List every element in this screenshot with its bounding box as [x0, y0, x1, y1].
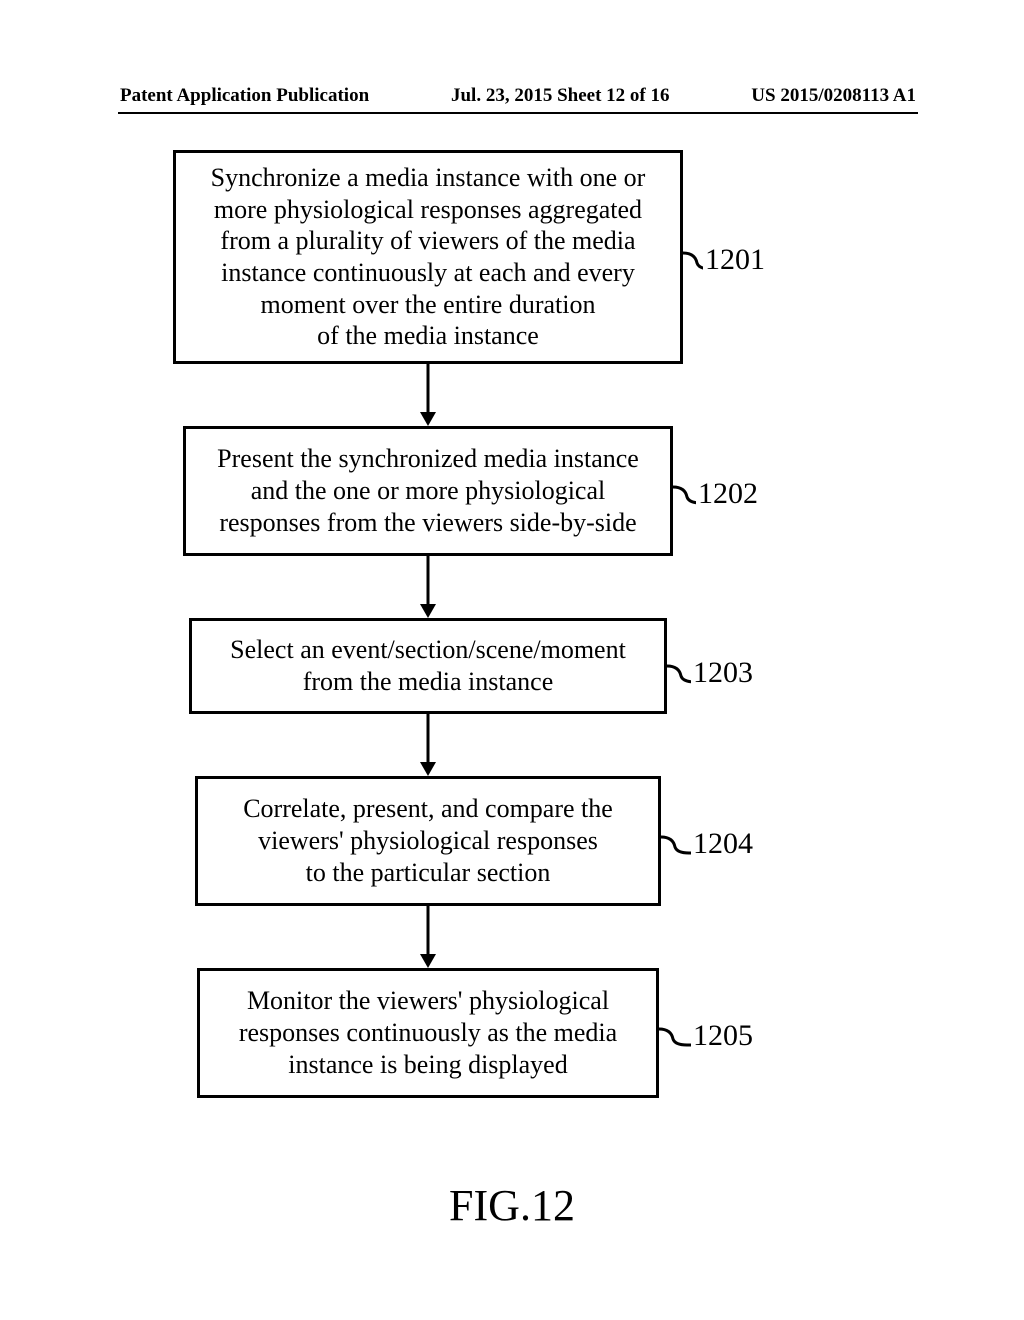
flow-row: Correlate, present, and compare theviewe… — [0, 776, 1024, 906]
flow-step-label-text: 1201 — [705, 243, 765, 277]
flow-arrow — [0, 714, 1024, 776]
flow-step-label: 1204 — [661, 827, 753, 861]
page-header: Patent Application Publication Jul. 23, … — [120, 85, 916, 107]
flow-step-label: 1205 — [659, 1019, 753, 1053]
flow-row: Present the synchronized media instancea… — [0, 426, 1024, 556]
header-right: US 2015/0208113 A1 — [751, 85, 916, 107]
flow-step-label-text: 1202 — [698, 477, 758, 511]
flow-row: Select an event/section/scene/momentfrom… — [0, 618, 1024, 714]
flow-step-text: Present the synchronized media instancea… — [217, 443, 639, 538]
header-rule — [118, 112, 918, 114]
header-center: Jul. 23, 2015 Sheet 12 of 16 — [451, 85, 670, 107]
flow-step: Correlate, present, and compare theviewe… — [195, 776, 661, 906]
flow-step-label-text: 1204 — [693, 827, 753, 861]
header-left: Patent Application Publication — [120, 85, 369, 107]
flow-row: Synchronize a media instance with one or… — [0, 150, 1024, 364]
flow-step-label: 1201 — [683, 243, 765, 277]
flow-row: Monitor the viewers' physiologicalrespon… — [0, 968, 1024, 1098]
flow-step-label: 1202 — [673, 477, 758, 511]
flow-step-text: Correlate, present, and compare theviewe… — [243, 793, 613, 888]
flow-step-label-text: 1205 — [693, 1019, 753, 1053]
flow-step: Present the synchronized media instancea… — [183, 426, 673, 556]
flow-step: Monitor the viewers' physiologicalrespon… — [197, 968, 659, 1098]
flow-step-text: Select an event/section/scene/momentfrom… — [230, 634, 626, 697]
flow-arrow — [0, 556, 1024, 618]
flow-step-text: Synchronize a media instance with one or… — [211, 162, 646, 352]
flow-arrow — [0, 364, 1024, 426]
figure-caption: FIG.12 — [0, 1180, 1024, 1231]
flow-arrow — [0, 906, 1024, 968]
flow-step: Select an event/section/scene/momentfrom… — [189, 618, 667, 714]
flowchart: Synchronize a media instance with one or… — [0, 150, 1024, 1098]
page: Patent Application Publication Jul. 23, … — [0, 0, 1024, 1320]
flow-step-label-text: 1203 — [693, 656, 753, 690]
flow-step: Synchronize a media instance with one or… — [173, 150, 683, 364]
flow-step-text: Monitor the viewers' physiologicalrespon… — [239, 985, 617, 1080]
flow-step-label: 1203 — [667, 656, 753, 690]
